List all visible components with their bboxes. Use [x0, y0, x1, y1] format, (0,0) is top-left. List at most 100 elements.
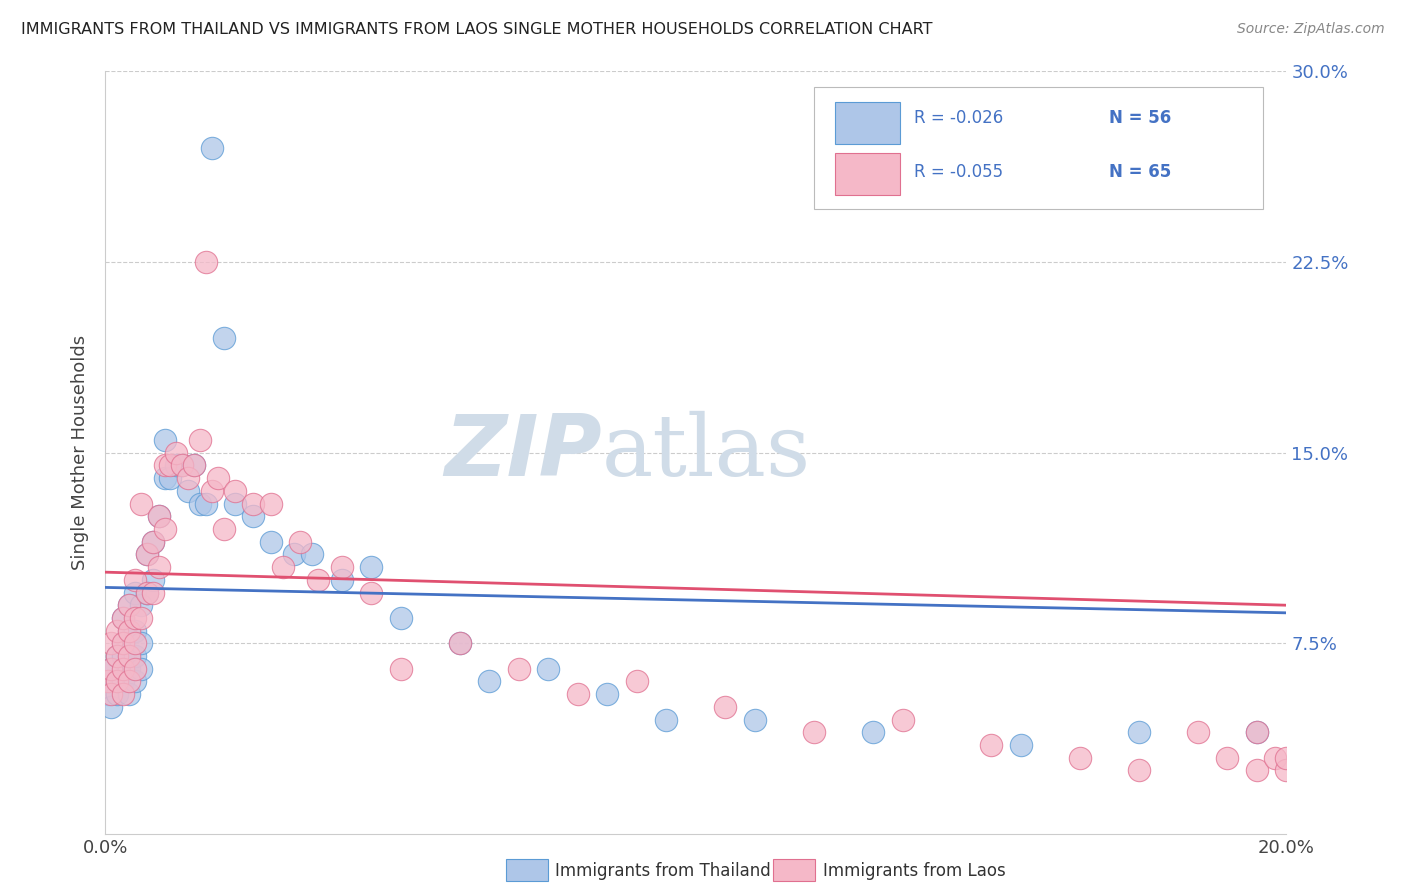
Point — [142, 573, 165, 587]
Point — [260, 534, 283, 549]
Point — [360, 560, 382, 574]
Y-axis label: Single Mother Households: Single Mother Households — [72, 335, 90, 570]
Point — [177, 471, 200, 485]
Point — [118, 624, 141, 638]
Point — [449, 636, 471, 650]
Point — [105, 624, 128, 638]
Point — [201, 140, 224, 155]
Point — [97, 687, 120, 701]
Point — [112, 636, 135, 650]
Point — [1128, 764, 1150, 778]
Point — [159, 458, 181, 473]
Point — [118, 648, 141, 663]
Point — [124, 648, 146, 663]
Point — [862, 725, 884, 739]
Point — [118, 624, 141, 638]
Point — [153, 471, 176, 485]
Point — [148, 509, 170, 524]
Text: Source: ZipAtlas.com: Source: ZipAtlas.com — [1237, 22, 1385, 37]
Point — [135, 585, 157, 599]
Point — [129, 598, 152, 612]
Bar — [835, 153, 900, 195]
Text: R = -0.026: R = -0.026 — [914, 110, 1004, 128]
Point — [124, 624, 146, 638]
Point — [478, 674, 501, 689]
Point — [194, 496, 217, 510]
Point — [153, 433, 176, 447]
Point — [112, 662, 135, 676]
Point — [118, 674, 141, 689]
Point — [1216, 750, 1239, 764]
Point — [891, 713, 914, 727]
Point — [224, 483, 246, 498]
Point — [100, 687, 122, 701]
Point — [100, 662, 122, 676]
Point — [301, 547, 323, 562]
Point — [118, 648, 141, 663]
Point — [307, 573, 329, 587]
Point — [105, 648, 128, 663]
Point — [188, 433, 211, 447]
Point — [124, 636, 146, 650]
Point — [135, 585, 157, 599]
Bar — [835, 102, 900, 144]
Point — [142, 534, 165, 549]
Point — [389, 611, 412, 625]
Point — [183, 458, 205, 473]
Point — [142, 585, 165, 599]
Point — [148, 560, 170, 574]
Point — [360, 585, 382, 599]
Point — [112, 611, 135, 625]
Point — [177, 483, 200, 498]
Point — [389, 662, 412, 676]
Text: ZIP: ZIP — [444, 411, 602, 494]
Point — [242, 509, 264, 524]
Point — [980, 738, 1002, 752]
Point — [714, 699, 737, 714]
Point — [153, 522, 176, 536]
Point — [194, 255, 217, 269]
Point — [135, 547, 157, 562]
Point — [1246, 725, 1268, 739]
Point — [153, 458, 176, 473]
Point — [105, 687, 128, 701]
Point — [165, 445, 187, 460]
Point — [100, 636, 122, 650]
Point — [803, 725, 825, 739]
Point — [165, 458, 187, 473]
Point — [159, 471, 181, 485]
Point — [224, 496, 246, 510]
Text: R = -0.055: R = -0.055 — [914, 163, 1004, 181]
Text: N = 65: N = 65 — [1109, 163, 1171, 181]
Point — [1275, 764, 1298, 778]
Point — [105, 648, 128, 663]
Point — [118, 598, 141, 612]
Point — [508, 662, 530, 676]
Point — [201, 483, 224, 498]
Point — [183, 458, 205, 473]
Point — [118, 662, 141, 676]
Point — [124, 611, 146, 625]
Point — [100, 699, 122, 714]
Point — [537, 662, 560, 676]
Point — [212, 522, 235, 536]
Point — [1128, 725, 1150, 739]
Point — [112, 611, 135, 625]
Point — [1246, 764, 1268, 778]
Point — [118, 687, 141, 701]
Point — [271, 560, 294, 574]
Point — [655, 713, 678, 727]
Point — [449, 636, 471, 650]
Point — [172, 458, 194, 473]
Point — [124, 674, 146, 689]
Point — [135, 547, 157, 562]
Point — [118, 598, 141, 612]
Point — [1010, 738, 1032, 752]
Point — [330, 573, 353, 587]
Text: Immigrants from Laos: Immigrants from Laos — [823, 862, 1005, 880]
Point — [112, 636, 135, 650]
Point — [260, 496, 283, 510]
Point — [112, 648, 135, 663]
Text: Immigrants from Thailand: Immigrants from Thailand — [555, 862, 770, 880]
Text: N = 56: N = 56 — [1109, 110, 1171, 128]
